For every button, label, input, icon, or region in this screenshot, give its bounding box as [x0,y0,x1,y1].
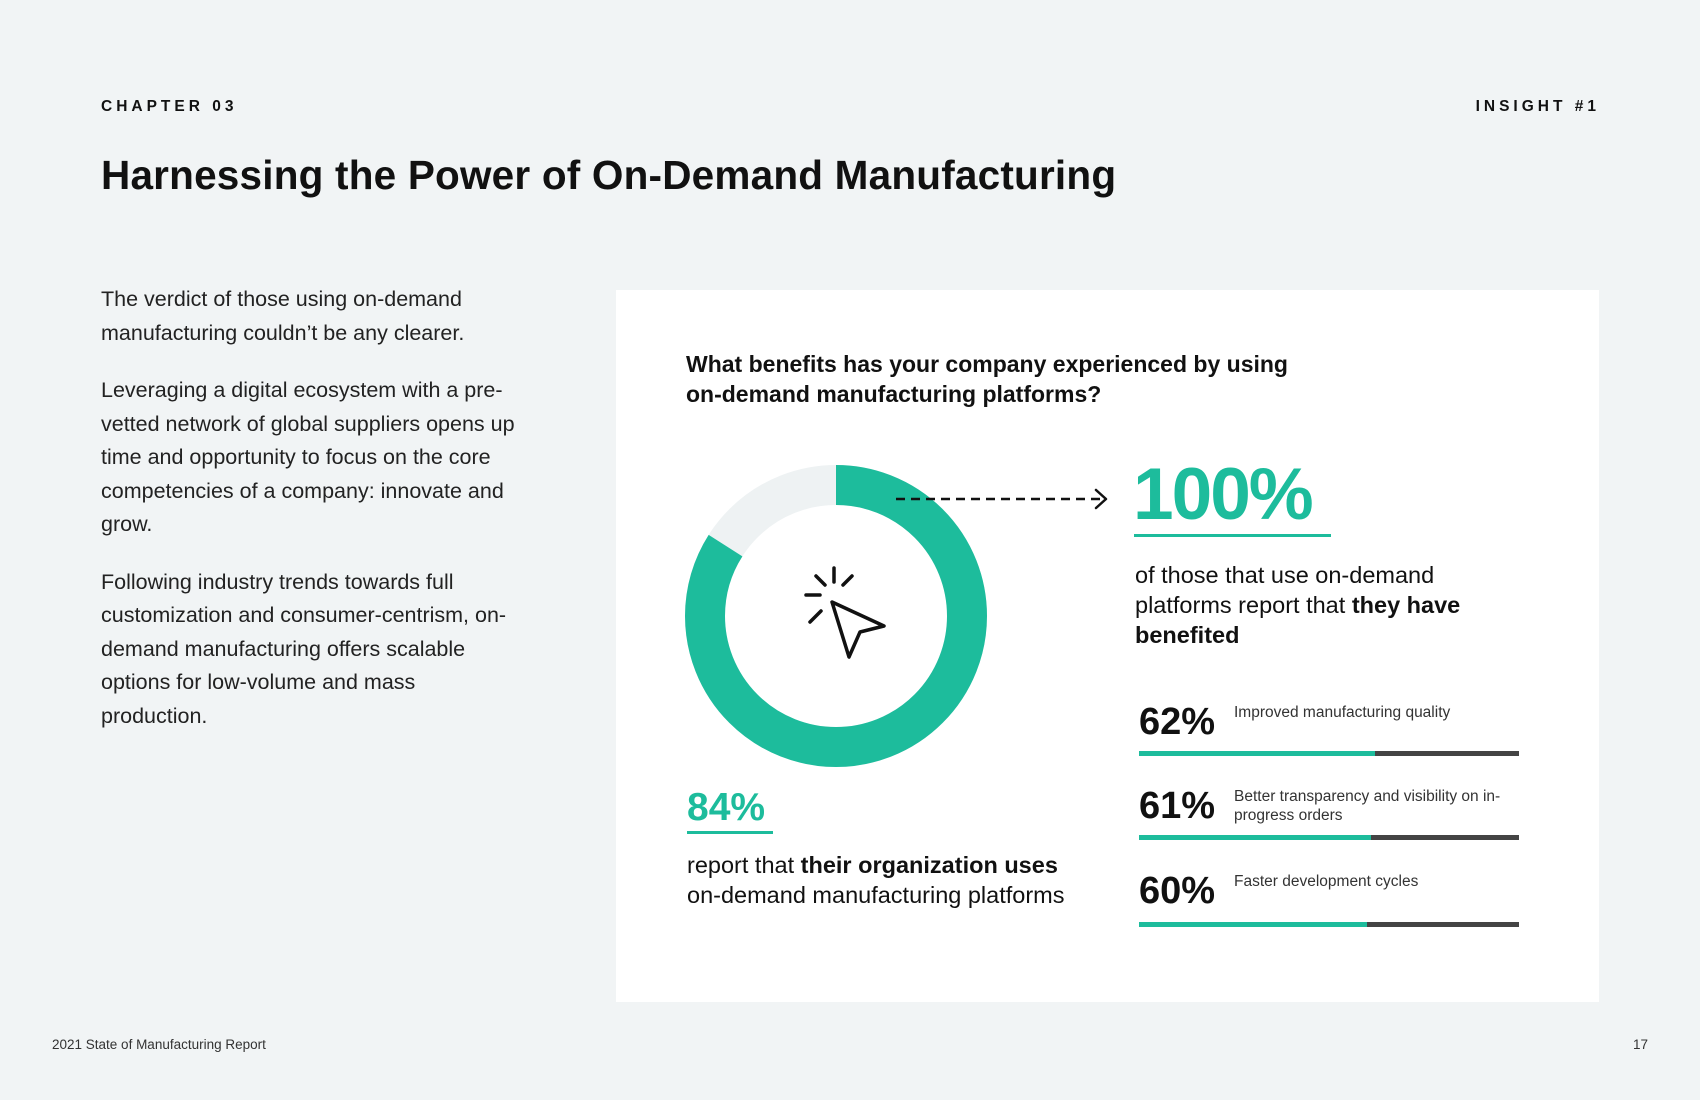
insight-label: INSIGHT #1 [1475,98,1600,115]
benefit-desc-bold: they have benefited [1135,592,1461,648]
usage-desc-pre: report that [687,852,801,878]
breakdown-percent: 60% [1139,870,1216,912]
usage-description: report that their organization uses on-d… [687,850,1067,910]
breakdown-bar [1139,835,1519,840]
breakdown-label: Faster development cycles [1234,873,1419,890]
breakdown-bar [1139,922,1519,927]
breakdown-percent: 61% [1139,785,1216,827]
usage-desc-post: on-demand manufacturing platforms [687,882,1065,908]
report-name: 2021 State of Manufacturing Report [52,1037,266,1052]
benefit-stat: 100% [1133,454,1314,535]
breakdown-label: Better transparency and visibility on in… [1234,788,1501,824]
chapter-label: CHAPTER 03 [101,98,238,115]
breakdown-bar [1139,751,1519,756]
page-number: 17 [1632,1037,1648,1052]
breakdown-label: Improved manufacturing quality [1234,704,1451,721]
intro-paragraph: Following industry trends towards full c… [101,569,507,728]
usage-stat: 84% [687,786,766,829]
breakdown-bar-fill [1139,922,1367,927]
intro-paragraph: The verdict of those using on-demand man… [101,287,465,345]
breakdown-percent: 62% [1139,701,1216,743]
benefit-desc-text: of those that use on-demand platforms re… [1135,562,1435,618]
page-title: Harnessing the Power of On-Demand Manufa… [101,152,1117,198]
benefit-stat-underline [1134,534,1331,537]
breakdown-bar-fill [1139,835,1371,840]
cursor-click-icon [804,566,886,659]
survey-question: What benefits has your company experienc… [686,351,1288,407]
intro-paragraph: Leveraging a digital ecosystem with a pr… [101,378,515,536]
intro-text: The verdict of those using on-demand man… [101,283,521,757]
dashed-arrow-icon [896,488,1108,510]
infographic-card [616,290,1599,1002]
usage-desc-bold: their organization uses [800,852,1058,878]
benefit-description: of those that use on-demand platforms re… [1135,560,1495,650]
breakdown-bar-fill [1139,751,1375,756]
usage-donut-chart [685,465,987,767]
usage-stat-underline [687,831,773,834]
donut-value-arc [685,465,987,767]
